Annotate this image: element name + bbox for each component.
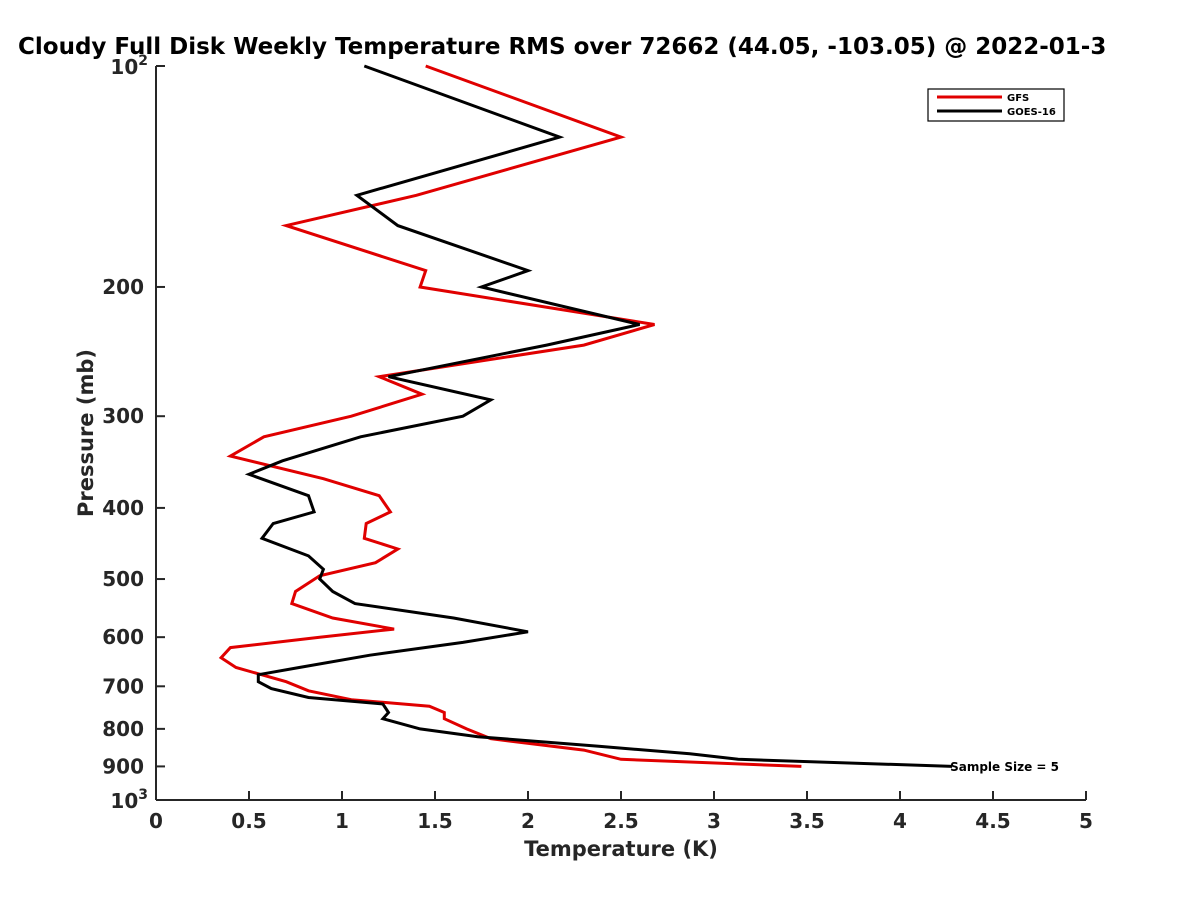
x-tick-label: 4 (893, 809, 907, 833)
sample-size-annotation: Sample Size = 5 (950, 760, 1059, 774)
y-tick-group: 200 300 400 500 600 700 800 900 102 103 (102, 53, 165, 813)
legend: GFS GOES-16 (927, 88, 1065, 122)
y-tick-label: 800 (102, 717, 144, 741)
x-tick-label: 2 (521, 809, 535, 833)
legend-label-gfs: GFS (1007, 93, 1029, 104)
y-axis-label: Pressure (mb) (74, 349, 98, 517)
y-tick-label: 103 (110, 787, 148, 813)
x-tick-label: 3 (707, 809, 721, 833)
legend-box (927, 88, 1065, 122)
y-tick-label: 200 (102, 275, 144, 299)
y-tick-label: 400 (102, 496, 144, 520)
y-tick-label: 300 (102, 404, 144, 428)
x-tick-label: 1.5 (417, 809, 452, 833)
x-tick-label: 3.5 (789, 809, 824, 833)
x-tick-group: 0 0.5 1 1.5 2 2.5 3 3.5 4 4.5 5 (149, 791, 1093, 833)
legend-label-goes16: GOES-16 (1007, 107, 1056, 118)
x-tick-label: 0 (149, 809, 163, 833)
x-tick-label: 2.5 (603, 809, 638, 833)
y-tick-label: 900 (102, 754, 144, 778)
series-line-goes-16 (244, 64, 953, 768)
y-tick-label: 500 (102, 567, 144, 591)
y-tick-label: 700 (102, 674, 144, 698)
y-tick-label: 600 (102, 625, 144, 649)
plot-area (218, 64, 953, 768)
x-tick-label: 0.5 (231, 809, 266, 833)
axes (155, 66, 1086, 801)
y-tick-label: 102 (110, 53, 148, 79)
x-tick-label: 1 (335, 809, 349, 833)
x-tick-label: 4.5 (975, 809, 1010, 833)
x-tick-label: 5 (1079, 809, 1093, 833)
x-axis-label: Temperature (K) (524, 837, 718, 861)
series-line-gfs (218, 64, 802, 768)
chart-title: Cloudy Full Disk Weekly Temperature RMS … (18, 34, 1106, 60)
